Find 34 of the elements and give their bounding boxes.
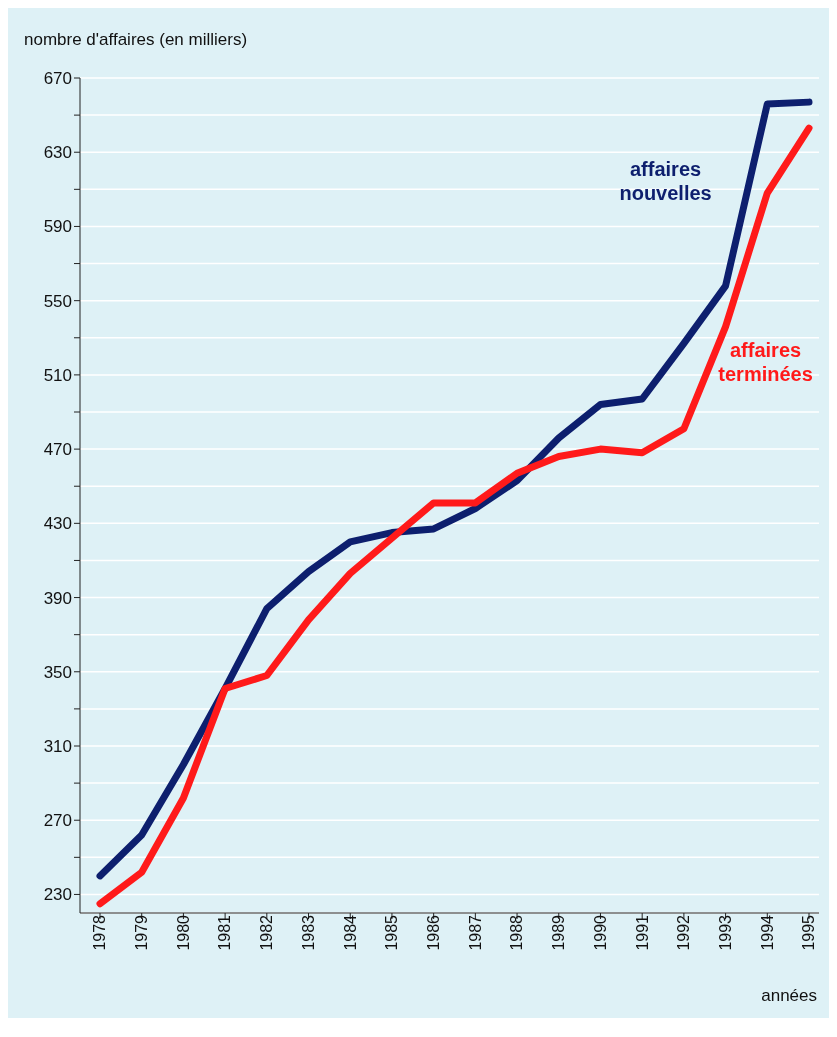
x-tick-label: 1982 — [258, 914, 276, 951]
x-tick-label: 1978 — [91, 914, 109, 951]
y-tick-label: 510 — [43, 365, 72, 385]
y-tick-label: 470 — [43, 440, 72, 460]
y-tick-label: 270 — [43, 811, 72, 831]
x-tick-label: 1984 — [341, 914, 359, 951]
y-tick-label: 390 — [43, 588, 72, 608]
y-tick-label: 550 — [43, 291, 72, 311]
series-label: affaires nouvelles — [619, 157, 712, 204]
x-tick-label: 1993 — [716, 914, 734, 951]
x-tick-label: 1990 — [591, 914, 609, 951]
y-axis-title: nombre d'affaires (en milliers) — [24, 30, 248, 50]
series-label: affaires terminées — [718, 338, 813, 385]
x-tick-label: 1987 — [466, 914, 484, 951]
x-tick-label: 1980 — [174, 914, 192, 951]
x-tick-label: 1995 — [800, 914, 818, 951]
x-tick-label: 1986 — [425, 914, 443, 951]
y-tick-label: 590 — [43, 217, 72, 237]
y-tick-label: 310 — [43, 737, 72, 757]
x-tick-label: 1992 — [675, 914, 693, 951]
x-tick-label: 1989 — [550, 914, 568, 951]
x-tick-label: 1985 — [383, 914, 401, 951]
y-tick-label: 430 — [43, 514, 72, 534]
y-tick-label: 350 — [43, 662, 72, 682]
x-tick-label: 1994 — [758, 914, 776, 951]
x-tick-label: 1979 — [133, 914, 151, 951]
y-tick-label: 230 — [43, 885, 72, 905]
x-tick-label: 1983 — [299, 914, 317, 951]
x-tick-label: 1988 — [508, 914, 526, 951]
y-tick-label: 670 — [43, 69, 72, 89]
x-axis-title: années — [761, 986, 817, 1006]
x-tick-label: 1981 — [216, 914, 234, 951]
x-tick-label: 1991 — [633, 914, 651, 951]
y-tick-label: 630 — [43, 143, 72, 163]
